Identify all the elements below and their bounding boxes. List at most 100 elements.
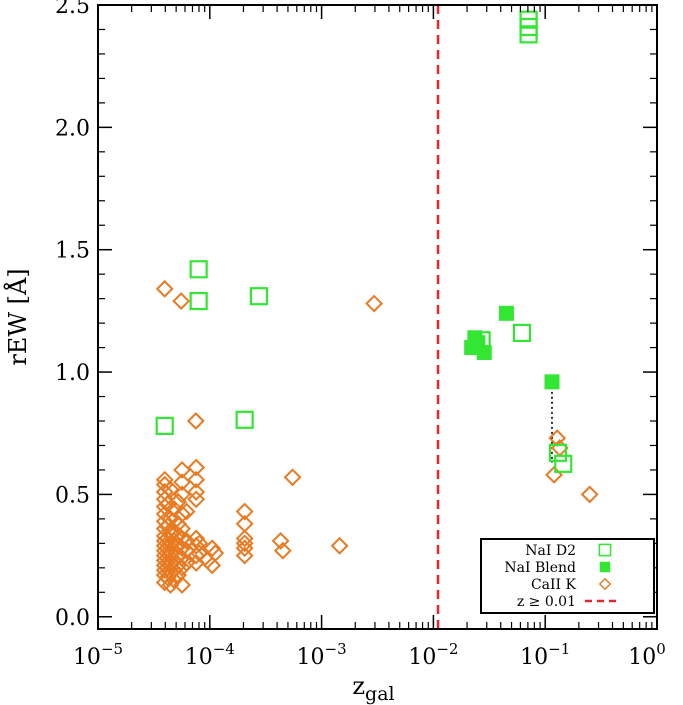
- legend-label: NaI Blend: [504, 560, 576, 576]
- data-point: [155, 279, 174, 298]
- data-point: [235, 410, 254, 429]
- data-point: [498, 305, 514, 321]
- x-tick-label: 10−5: [73, 640, 123, 670]
- data-point: [165, 571, 184, 589]
- data-point: [187, 529, 206, 548]
- data-point: [203, 556, 222, 575]
- x-tick-base: 10: [628, 645, 656, 670]
- legend-item: CaII K: [531, 577, 612, 593]
- x-tick-exponent: −4: [213, 640, 235, 658]
- y-tick-label: 2.5: [55, 0, 90, 19]
- data-point: [580, 485, 599, 504]
- x-tick-label: 10−2: [408, 640, 458, 670]
- data-point: [235, 502, 254, 521]
- data-point: [189, 260, 208, 279]
- x-tick-base: 10: [73, 645, 101, 670]
- data-point: [235, 546, 254, 565]
- data-point: [173, 576, 191, 594]
- series-nai-blend: [464, 305, 560, 390]
- data-point: [186, 412, 205, 430]
- x-tick-label: 10−4: [185, 640, 235, 670]
- data-point: [187, 470, 206, 489]
- data-point: [155, 512, 174, 531]
- data-point: [173, 558, 191, 577]
- x-axis-title-main: z: [352, 672, 365, 700]
- data-point: [187, 490, 206, 509]
- data-point: [173, 519, 191, 538]
- y-tick-labels: 0.0 0.5 1.0 1.5 2.0 2.5: [55, 0, 90, 631]
- data-point: [155, 416, 174, 435]
- data-point: [519, 10, 538, 29]
- x-tick-exponent: −2: [436, 640, 458, 658]
- x-axis-title-subscript: gal: [365, 683, 395, 705]
- legend-item: z ≥ 0.01: [517, 594, 621, 610]
- data-point: [203, 539, 222, 558]
- data-point: [545, 465, 563, 484]
- y-tick-label: 1.5: [55, 239, 90, 264]
- data-point: [172, 292, 191, 311]
- plot-frame: [97, 4, 658, 630]
- legend-item: NaI Blend: [504, 560, 611, 576]
- y-axis-title: rEW [Å]: [3, 268, 32, 365]
- data-point: [249, 287, 269, 306]
- y-tick-label: 0.0: [55, 606, 90, 631]
- legend-item: NaI D2: [525, 543, 612, 559]
- x-tick-exponent: −3: [325, 640, 347, 658]
- data-point: [173, 529, 191, 548]
- data-point: [169, 556, 187, 575]
- data-point: [235, 529, 254, 548]
- x-tick-base: 10: [520, 645, 548, 670]
- legend-label: NaI D2: [525, 543, 576, 559]
- data-point: [271, 531, 290, 550]
- series-nai-d2: [155, 10, 573, 473]
- data-point: [173, 505, 191, 523]
- data-point: [554, 454, 573, 473]
- legend-box: [480, 538, 655, 614]
- data-point: [235, 534, 254, 553]
- y-tick-label: 0.5: [55, 483, 90, 508]
- y-tick-label: 1.0: [55, 361, 90, 386]
- legend-marker: [599, 561, 611, 573]
- legend-marker: [598, 543, 612, 557]
- legend-label: CaII K: [531, 577, 577, 593]
- series-caii-k: [155, 279, 599, 594]
- x-axis-title: zgal: [352, 672, 394, 705]
- data-point: [187, 483, 206, 501]
- x-tick-exponent: −1: [548, 640, 570, 658]
- ticks-layer: [97, 4, 658, 629]
- data-point: [283, 468, 302, 487]
- x-tick-base: 10: [408, 645, 436, 670]
- data-point: [177, 531, 196, 550]
- x-tick-exponent: 0: [656, 640, 666, 658]
- data-point: [161, 576, 180, 594]
- data-point: [330, 536, 349, 555]
- data-point: [189, 291, 208, 311]
- data-point: [173, 473, 191, 492]
- data-point: [206, 544, 225, 563]
- x-tick-exponent: −5: [101, 640, 123, 658]
- x-tick-base: 10: [297, 645, 325, 670]
- x-tick-label: 100: [628, 640, 666, 670]
- points-layer: [155, 10, 599, 594]
- x-tick-label: 10−1: [520, 640, 570, 670]
- data-point: [190, 534, 209, 553]
- x-tick-base: 10: [185, 645, 213, 670]
- data-point: [548, 443, 568, 462]
- legend-label: z ≥ 0.01: [517, 594, 576, 610]
- data-point: [177, 502, 196, 521]
- data-point: [161, 480, 180, 499]
- data-point: [476, 344, 492, 360]
- data-point: [165, 500, 184, 519]
- data-point: [512, 323, 532, 343]
- x-tick-label: 10−3: [297, 640, 347, 670]
- data-point: [273, 541, 292, 560]
- y-tick-label: 2.0: [55, 116, 90, 141]
- x-tick-labels: 10−5 10−4 10−3 10−2 10−1 100: [73, 640, 666, 670]
- data-point: [365, 294, 384, 313]
- data-point: [235, 539, 254, 558]
- data-point: [173, 485, 191, 504]
- data-point: [173, 461, 191, 479]
- data-point: [173, 539, 191, 558]
